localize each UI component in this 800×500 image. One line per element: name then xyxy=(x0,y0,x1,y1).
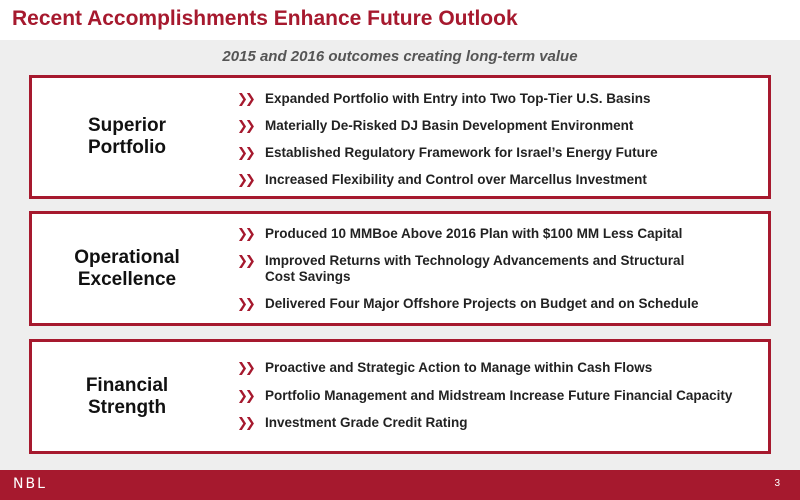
bullet-item: ❯❯ Improved Returns with Technology Adva… xyxy=(237,253,758,285)
bullet-item: ❯❯ Established Regulatory Framework for … xyxy=(237,145,758,161)
slide-title: Recent Accomplishments Enhance Future Ou… xyxy=(12,7,518,30)
panel-label-line: Portfolio xyxy=(87,137,167,158)
double-chevron-right-icon: ❯❯ xyxy=(237,145,256,160)
bullet-text: Investment Grade Credit Rating xyxy=(265,415,468,430)
bullet-text: Materially De-Risked DJ Basin Developmen… xyxy=(265,118,634,133)
bullet-text: Established Regulatory Framework for Isr… xyxy=(265,145,658,160)
bullet-item: ❯❯ Delivered Four Major Offshore Project… xyxy=(237,296,758,312)
bullet-text: Delivered Four Major Offshore Projects o… xyxy=(265,296,699,311)
panel-label-line: Excellence xyxy=(77,268,177,290)
double-chevron-right-icon: ❯❯ xyxy=(237,91,256,106)
slide-footer: NBL 3 xyxy=(0,470,800,500)
bullet-item: ❯❯ Expanded Portfolio with Entry into Tw… xyxy=(237,91,758,107)
bullet-item: ❯❯ Materially De-Risked DJ Basin Develop… xyxy=(237,118,758,134)
bullet-text: Increased Flexibility and Control over M… xyxy=(265,172,647,187)
panel-label: Superior Portfolio xyxy=(32,78,222,196)
company-logo: NBL xyxy=(13,476,47,492)
panel-operational-excellence: Operational Excellence ❯❯ Produced 10 MM… xyxy=(29,211,771,326)
double-chevron-right-icon: ❯❯ xyxy=(237,388,256,403)
panel-label-line: Financial xyxy=(85,374,169,396)
bullet-item: ❯❯ Investment Grade Credit Rating xyxy=(237,415,758,431)
panel-financial-strength: Financial Strength ❯❯ Proactive and Stra… xyxy=(29,339,771,454)
bullet-text: Improved Returns with Technology Advance… xyxy=(265,253,685,268)
slide-subtitle: 2015 and 2016 outcomes creating long-ter… xyxy=(222,48,578,65)
bullet-item: ❯❯ Proactive and Strategic Action to Man… xyxy=(237,360,758,376)
page-number: 3 xyxy=(774,478,780,489)
double-chevron-right-icon: ❯❯ xyxy=(237,415,256,430)
bullet-text: Portfolio Management and Midstream Incre… xyxy=(265,388,733,403)
double-chevron-right-icon: ❯❯ xyxy=(237,296,256,311)
bullet-item: ❯❯ Increased Flexibility and Control ove… xyxy=(237,172,758,188)
double-chevron-right-icon: ❯❯ xyxy=(237,172,256,187)
double-chevron-right-icon: ❯❯ xyxy=(237,226,256,241)
panel-label-line: Superior xyxy=(87,115,167,137)
bullet-text: Produced 10 MMBoe Above 2016 Plan with $… xyxy=(265,226,683,241)
double-chevron-right-icon: ❯❯ xyxy=(237,360,256,375)
panel-label-line: Strength xyxy=(87,396,167,418)
bullet-item: ❯❯ Produced 10 MMBoe Above 2016 Plan wit… xyxy=(237,226,758,242)
bullet-item: ❯❯ Portfolio Management and Midstream In… xyxy=(237,388,758,404)
double-chevron-right-icon: ❯❯ xyxy=(237,118,256,133)
double-chevron-right-icon: ❯❯ xyxy=(237,253,256,268)
panel-label: Financial Strength xyxy=(32,342,222,451)
panel-label: Operational Excellence xyxy=(32,214,222,323)
panel-superior-portfolio: Superior Portfolio ❯❯ Expanded Portfolio… xyxy=(29,75,771,199)
bullet-text: Expanded Portfolio with Entry into Two T… xyxy=(265,91,651,106)
bullet-text-continued: Cost Savings xyxy=(265,269,351,284)
slide-header: Recent Accomplishments Enhance Future Ou… xyxy=(0,0,800,40)
panel-label-line: Operational xyxy=(74,246,180,268)
bullet-text: Proactive and Strategic Action to Manage… xyxy=(265,360,653,375)
